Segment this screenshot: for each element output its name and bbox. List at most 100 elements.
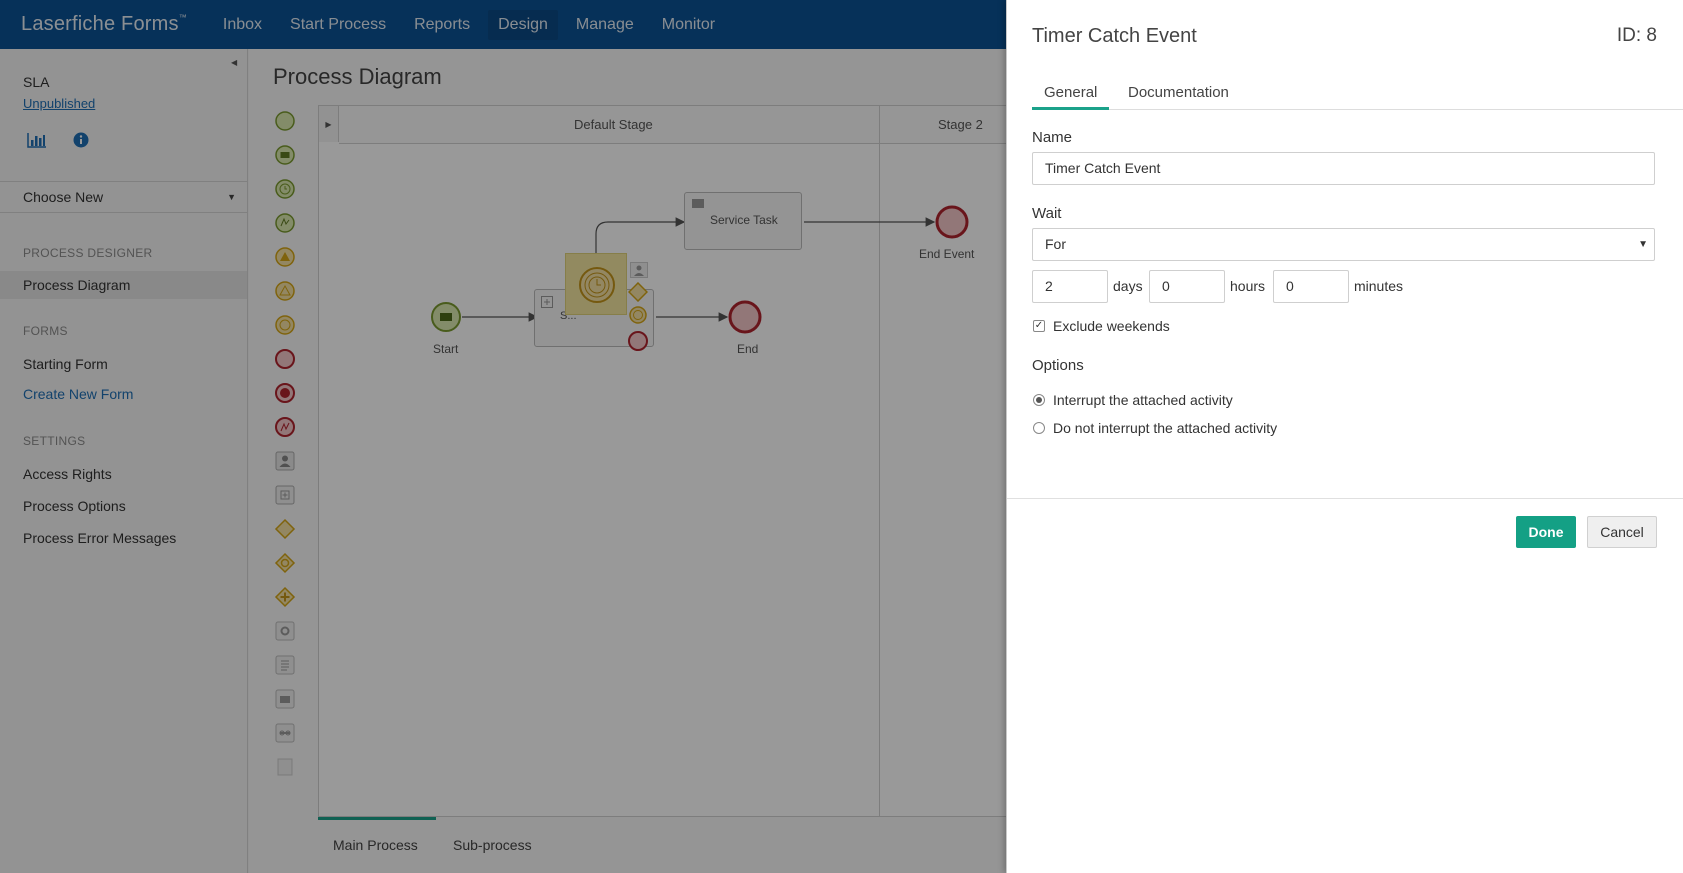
hours-unit: hours	[1230, 278, 1266, 294]
properties-panel: Timer Catch Event ID: 8 General Document…	[1006, 0, 1683, 873]
sidebar-item-process-diagram[interactable]: Process Diagram	[0, 271, 247, 299]
timer-catch-event-icon[interactable]	[577, 265, 617, 305]
hours-input[interactable]: 0	[1149, 270, 1225, 303]
message-start-node-icon[interactable]	[429, 300, 463, 334]
node-label-end-event: End Event	[919, 247, 975, 261]
panel-tabs: General Documentation	[1032, 82, 1683, 110]
service-task-icon[interactable]	[273, 619, 297, 643]
tab-main-process[interactable]: Main Process	[333, 837, 418, 853]
gateway-context-icon[interactable]	[628, 282, 648, 302]
timer-catch-event-selection[interactable]	[565, 253, 627, 315]
escalation-event-icon[interactable]	[273, 245, 297, 269]
email-task-icon[interactable]	[273, 687, 297, 711]
service-task-node[interactable]: Service Task	[684, 192, 802, 250]
modal-overlay[interactable]	[0, 0, 1006, 873]
panel-divider	[1007, 498, 1683, 499]
done-button[interactable]: Done	[1516, 516, 1576, 548]
nav-inbox[interactable]: Inbox	[222, 15, 263, 33]
minutes-unit: minutes	[1354, 278, 1404, 294]
end-event-icon[interactable]	[273, 347, 297, 371]
subprocess-expand-icon[interactable]	[541, 296, 553, 308]
exclusive-gateway-icon[interactable]	[273, 517, 297, 541]
sidebar-item-create-new-form[interactable]: Create New Form	[23, 386, 134, 402]
user-task-icon[interactable]	[273, 449, 297, 473]
wait-label: Wait	[1032, 205, 1062, 222]
tab-documentation[interactable]: Documentation	[1128, 84, 1229, 101]
wait-select-value: For	[1045, 236, 1066, 252]
nav-reports[interactable]: Reports	[414, 15, 471, 33]
annotation-icon[interactable]	[273, 755, 297, 779]
sidebar-item-process-error-messages[interactable]: Process Error Messages	[23, 530, 177, 546]
panel-title: Timer Catch Event	[1032, 25, 1197, 47]
minutes-input[interactable]: 0	[1273, 270, 1349, 303]
timer-context-icon[interactable]	[628, 305, 648, 325]
choose-new-label: Choose New	[23, 189, 104, 205]
timer-start-event-icon[interactable]	[273, 177, 297, 201]
stage-label-2[interactable]: Stage 2	[938, 117, 983, 132]
service-task-label: Service Task	[710, 213, 778, 227]
parallel-gateway-icon[interactable]	[273, 585, 297, 609]
page-title: Process Diagram	[273, 64, 442, 89]
name-label: Name	[1032, 129, 1073, 146]
options-label: Options	[1032, 357, 1084, 374]
sidebar: ◀ SLA Unpublished Choose New ▼ PROCESS D…	[0, 49, 248, 873]
interrupt-label[interactable]: Interrupt the attached activity	[1053, 392, 1233, 408]
node-label-start: Start	[433, 342, 459, 356]
end-node-icon[interactable]	[727, 299, 763, 335]
nav-monitor[interactable]: Monitor	[661, 15, 716, 33]
stage-label-default[interactable]: Default Stage	[574, 117, 653, 132]
diagram: Start S... End Service Task End Event	[339, 144, 1683, 818]
tab-sub-process[interactable]: Sub-process	[453, 837, 532, 853]
no-interrupt-radio[interactable]	[1033, 422, 1045, 434]
signal-start-event-icon[interactable]	[273, 211, 297, 235]
choose-new-dropdown[interactable]: Choose New ▼	[0, 181, 248, 213]
user-context-icon[interactable]	[630, 262, 648, 278]
active-tab-indicator	[318, 817, 436, 820]
element-id: ID: 8	[1616, 25, 1657, 46]
intermediate-event-icon[interactable]	[273, 279, 297, 303]
script-task-icon[interactable]	[273, 653, 297, 677]
expand-panel-icon[interactable]: ▶	[319, 106, 339, 142]
error-end-event-icon[interactable]	[273, 415, 297, 439]
start-event-icon[interactable]	[273, 109, 297, 133]
cancel-button[interactable]: Cancel	[1587, 516, 1657, 548]
nav-design[interactable]: Design	[488, 9, 558, 40]
message-start-event-icon[interactable]	[273, 143, 297, 167]
stage-divider	[879, 106, 880, 818]
sidebar-item-starting-form[interactable]: Starting Form	[23, 356, 108, 372]
tab-general[interactable]: General	[1044, 84, 1098, 101]
active-tab-indicator	[1032, 107, 1109, 110]
publish-status-link[interactable]: Unpublished	[23, 96, 96, 111]
sidebar-item-access-rights[interactable]: Access Rights	[23, 466, 112, 482]
brand-logo[interactable]: Laserfiche Forms™	[21, 13, 187, 35]
chevron-down-icon: ▼	[227, 192, 236, 202]
link-task-icon[interactable]	[273, 721, 297, 745]
nav-manage[interactable]: Manage	[575, 15, 634, 33]
bar-chart-icon[interactable]	[27, 131, 47, 149]
chevron-down-icon: ▼	[1638, 239, 1648, 250]
email-task-type-icon	[692, 199, 704, 208]
no-interrupt-label[interactable]: Do not interrupt the attached activity	[1053, 420, 1278, 436]
exclude-weekends-label[interactable]: Exclude weekends	[1053, 318, 1170, 334]
terminate-end-event-icon[interactable]	[273, 381, 297, 405]
nav-start-process[interactable]: Start Process	[290, 15, 387, 33]
subprocess-icon[interactable]	[273, 483, 297, 507]
inclusive-gateway-icon[interactable]	[273, 551, 297, 575]
info-icon[interactable]	[71, 131, 91, 149]
process-name: SLA	[23, 74, 50, 90]
collapse-sidebar-icon[interactable]: ◀	[231, 58, 238, 67]
days-input[interactable]: 2	[1032, 270, 1108, 303]
interrupt-radio[interactable]	[1033, 394, 1045, 406]
exclude-weekends-checkbox[interactable]: ✓	[1033, 320, 1045, 332]
end-context-icon[interactable]	[627, 330, 649, 352]
sidebar-item-process-options[interactable]: Process Options	[23, 498, 126, 514]
sidebar-icon-row	[27, 131, 91, 149]
section-heading-forms: FORMS	[23, 324, 68, 338]
wait-select[interactable]: For ▼	[1032, 228, 1655, 261]
node-label-end: End	[737, 342, 759, 356]
days-unit: days	[1113, 278, 1143, 294]
section-heading-settings: SETTINGS	[23, 434, 86, 448]
name-input[interactable]: Timer Catch Event	[1032, 152, 1655, 185]
end-event-node-icon[interactable]	[934, 204, 970, 240]
timer-intermediate-event-icon[interactable]	[273, 313, 297, 337]
